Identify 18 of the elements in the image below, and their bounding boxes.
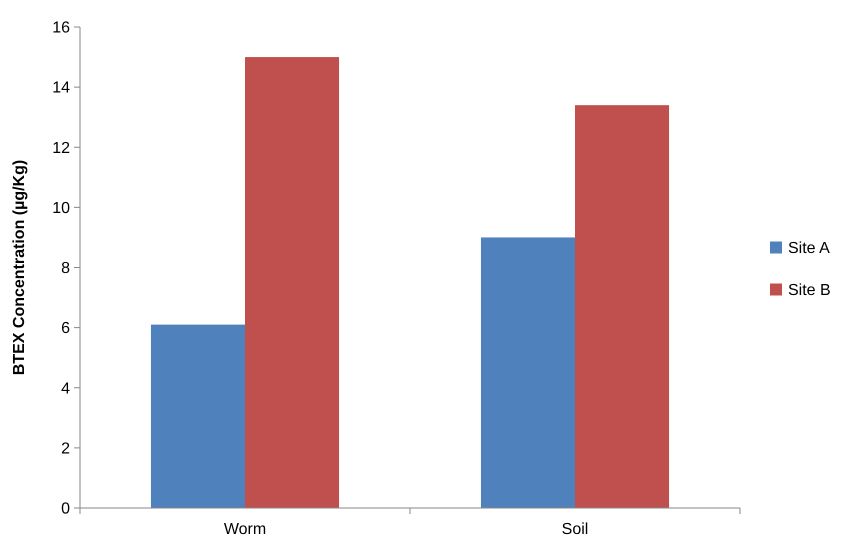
y-tick-label: 10 xyxy=(52,200,70,217)
bar xyxy=(150,324,245,508)
bar xyxy=(575,105,670,508)
y-tick-label: 16 xyxy=(52,20,70,37)
x-tick-label: Worm xyxy=(224,521,266,538)
bar xyxy=(245,57,340,508)
y-tick-label: 12 xyxy=(52,140,70,157)
legend-label: Site A xyxy=(788,240,830,258)
y-axis-title: BTEX Concentration (µg/Kg) xyxy=(11,160,28,376)
y-tick-label: 0 xyxy=(61,500,70,518)
bar xyxy=(480,237,575,508)
y-tick-label: 6 xyxy=(61,320,70,338)
legend-label: Site B xyxy=(788,282,831,300)
y-tick-label: 14 xyxy=(52,80,70,97)
y-tick-label: 8 xyxy=(61,260,70,278)
x-tick-label: Soil xyxy=(562,521,588,538)
y-tick-label: 2 xyxy=(61,440,70,458)
y-tick-label: 4 xyxy=(61,380,70,398)
